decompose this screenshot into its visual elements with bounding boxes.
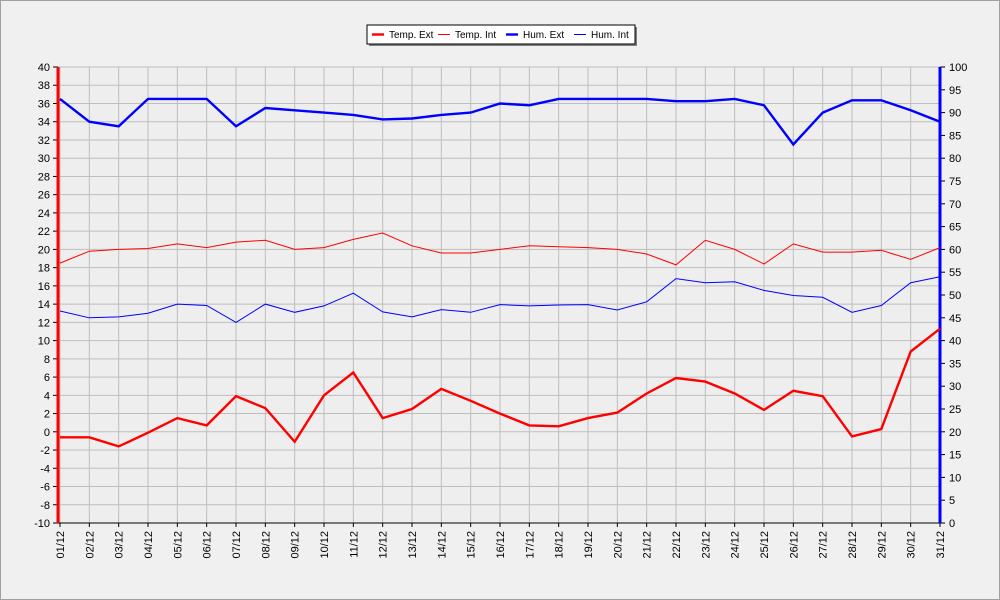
left-axis-tick-label: 40	[38, 62, 50, 74]
left-axis-tick-label: 6	[44, 372, 50, 384]
right-axis-tick-label: 10	[949, 472, 961, 484]
series-line-temp-int	[59, 232, 941, 266]
right-axis-tick-label: 80	[949, 153, 961, 165]
left-axis-tick-label: 34	[38, 117, 50, 129]
x-axis-tick-label: 02/12	[84, 531, 96, 559]
right-axis-tick-label: 55	[949, 267, 961, 279]
legend-label: Temp. Ext	[389, 30, 434, 41]
x-axis-tick-label: 12/12	[378, 531, 390, 559]
left-axis-tick-label: 32	[38, 135, 50, 147]
right-axis-tick-label: 45	[949, 313, 961, 325]
legend-label: Hum. Int	[591, 30, 629, 41]
x-axis-tick-label: 26/12	[788, 531, 800, 559]
x-axis-tick-label: 07/12	[231, 531, 243, 559]
x-axis-tick-label: 04/12	[143, 531, 155, 559]
x-axis-tick-label: 03/12	[114, 531, 126, 559]
x-axis-tick-label: 22/12	[671, 531, 683, 559]
left-axis-tick-label: 0	[44, 427, 50, 439]
x-axis-tick-label: 09/12	[290, 531, 302, 559]
left-axis-tick-label: -10	[34, 518, 50, 530]
x-axis-tick-label: 23/12	[700, 531, 712, 559]
plot-area	[58, 67, 940, 523]
x-axis-tick-label: 17/12	[524, 531, 536, 559]
series-line-hum-int	[59, 276, 941, 323]
x-axis-tick-label: 01/12	[55, 531, 67, 559]
left-axis-tick-label: 36	[38, 98, 50, 110]
x-axis-tick-label: 25/12	[759, 531, 771, 559]
left-axis-tick-label: -4	[40, 463, 50, 475]
right-axis-tick-label: 0	[949, 518, 955, 530]
right-axis-tick-label: 85	[949, 130, 961, 142]
x-axis-tick-label: 10/12	[319, 531, 331, 559]
x-axis-tick-label: 18/12	[554, 531, 566, 559]
x-axis-tick-label: 28/12	[847, 531, 859, 559]
x-axis-tick-label: 13/12	[407, 531, 419, 559]
x-axis-tick-label: 06/12	[202, 531, 214, 559]
x-axis-tick-label: 05/12	[172, 531, 184, 559]
right-axis-tick-label: 70	[949, 199, 961, 211]
x-axis-tick-label: 15/12	[466, 531, 478, 559]
left-axis-tick-label: 2	[44, 409, 50, 421]
left-axis-tick-label: 8	[44, 354, 50, 366]
left-axis-tick-label: 30	[38, 153, 50, 165]
left-axis-tick-label: 16	[38, 281, 50, 293]
legend-box	[366, 24, 636, 45]
right-axis-tick-label: 60	[949, 244, 961, 256]
x-axis-tick-label: 08/12	[260, 531, 272, 559]
right-axis-tick-label: 100	[949, 62, 967, 74]
left-axis-tick-label: -6	[40, 482, 50, 494]
x-axis-tick-label: 19/12	[583, 531, 595, 559]
right-axis-tick-label: 35	[949, 358, 961, 370]
right-axis-tick-label: 95	[949, 85, 961, 97]
x-axis-tick-label: 11/12	[348, 531, 360, 558]
left-axis-tick-label: 26	[38, 190, 50, 202]
x-axis-tick-label: 31/12	[935, 531, 947, 559]
right-axis-tick-label: 25	[949, 404, 961, 416]
left-axis-tick-label: 12	[38, 317, 50, 329]
right-axis-tick-label: 15	[949, 450, 961, 462]
right-axis-tick-label: 30	[949, 381, 961, 393]
series-line-temp-ext	[60, 327, 941, 448]
right-axis-tick-label: 40	[949, 336, 961, 348]
left-axis-tick-label: 14	[38, 299, 50, 311]
left-axis-tick-label: 38	[38, 80, 50, 92]
x-axis-tick-label: 21/12	[642, 531, 654, 559]
legend-label: Hum. Ext	[523, 30, 564, 41]
left-axis-tick-label: 28	[38, 171, 50, 183]
right-axis-tick-label: 50	[949, 290, 961, 302]
left-axis-tick-label: 10	[38, 336, 50, 348]
left-axis-tick-label: 18	[38, 263, 50, 275]
left-axis-tick-label: 22	[38, 226, 50, 238]
x-axis-tick-label: 14/12	[436, 531, 448, 559]
x-axis-tick-label: 27/12	[818, 531, 830, 559]
left-axis-tick-label: -2	[40, 445, 50, 457]
right-axis-tick-label: 5	[949, 495, 955, 507]
right-axis-tick-label: 65	[949, 222, 961, 234]
right-axis-tick-label: 20	[949, 427, 961, 439]
left-axis-tick-label: 20	[38, 244, 50, 256]
left-axis-tick-label: 24	[38, 208, 50, 220]
x-axis-tick-label: 24/12	[730, 531, 742, 559]
series-line-hum-ext	[59, 97, 941, 147]
right-axis-tick-label: 90	[949, 108, 961, 120]
legend-label: Temp. Int	[455, 30, 496, 41]
x-axis-tick-label: 20/12	[612, 531, 624, 559]
right-axis-tick-label: 75	[949, 176, 961, 188]
x-axis-tick-label: 30/12	[906, 531, 918, 559]
left-axis-tick-label: -8	[40, 500, 50, 512]
left-axis-tick-label: 4	[44, 390, 50, 402]
x-axis-tick-label: 16/12	[495, 531, 507, 559]
x-axis-tick-label: 29/12	[876, 531, 888, 559]
